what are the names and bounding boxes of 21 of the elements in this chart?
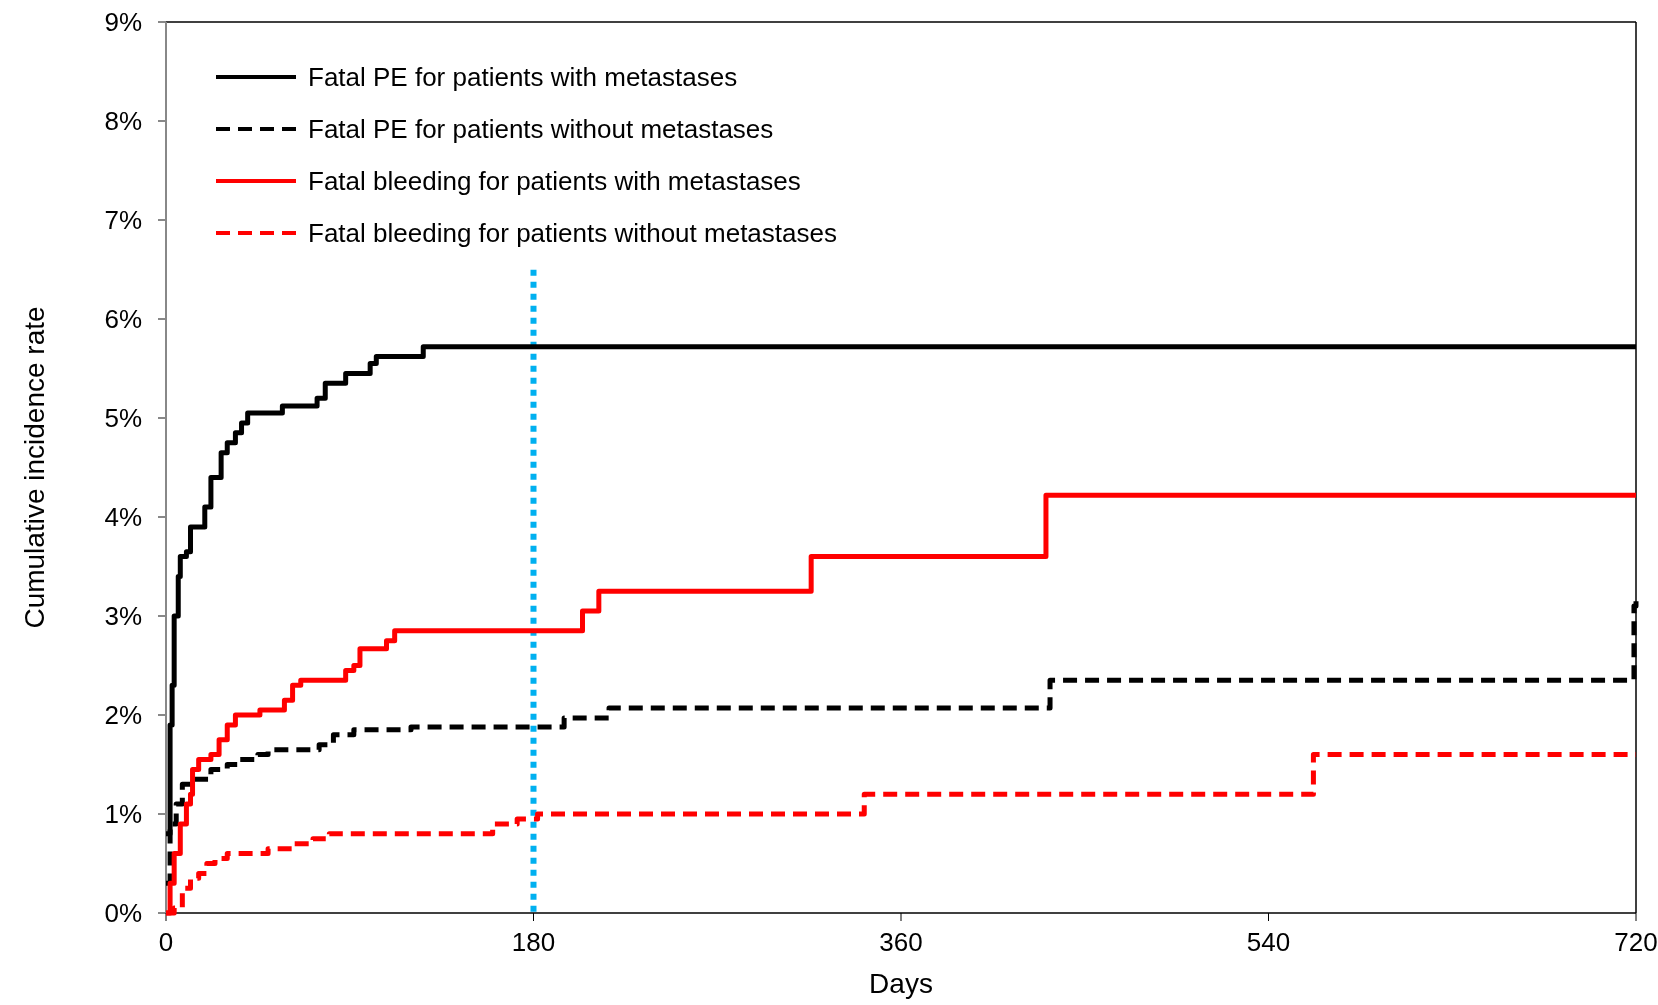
legend-label: Fatal PE for patients without metastases bbox=[308, 114, 774, 145]
y-tick-label: 9% bbox=[104, 7, 142, 38]
y-tick-label: 2% bbox=[104, 700, 142, 731]
y-tick-label: 6% bbox=[104, 304, 142, 335]
legend-label: Fatal bleeding for patients without metastases bbox=[308, 218, 837, 249]
x-axis-title: Days bbox=[869, 968, 933, 999]
y-tick-label: 1% bbox=[104, 799, 142, 830]
y-tick-label: 5% bbox=[104, 403, 142, 434]
x-tick-label: 720 bbox=[1614, 927, 1658, 957]
y-tick-label: 7% bbox=[104, 205, 142, 236]
legend-label: Fatal bleeding for patients with metastases bbox=[308, 166, 801, 197]
y-tick-label: 0% bbox=[104, 898, 142, 929]
x-tick-label: 180 bbox=[511, 927, 556, 957]
x-tick-label: 360 bbox=[879, 927, 923, 957]
x-tick-label: 0 bbox=[158, 927, 174, 957]
y-axis-title: Cumulative incidence rate bbox=[19, 306, 50, 629]
legend-label: Fatal PE for patients with metastases bbox=[308, 62, 738, 93]
y-tick-label: 8% bbox=[104, 106, 142, 137]
x-tick-label: 540 bbox=[1246, 927, 1291, 957]
y-tick-label: 3% bbox=[104, 601, 142, 632]
y-tick-label: 4% bbox=[104, 502, 142, 533]
